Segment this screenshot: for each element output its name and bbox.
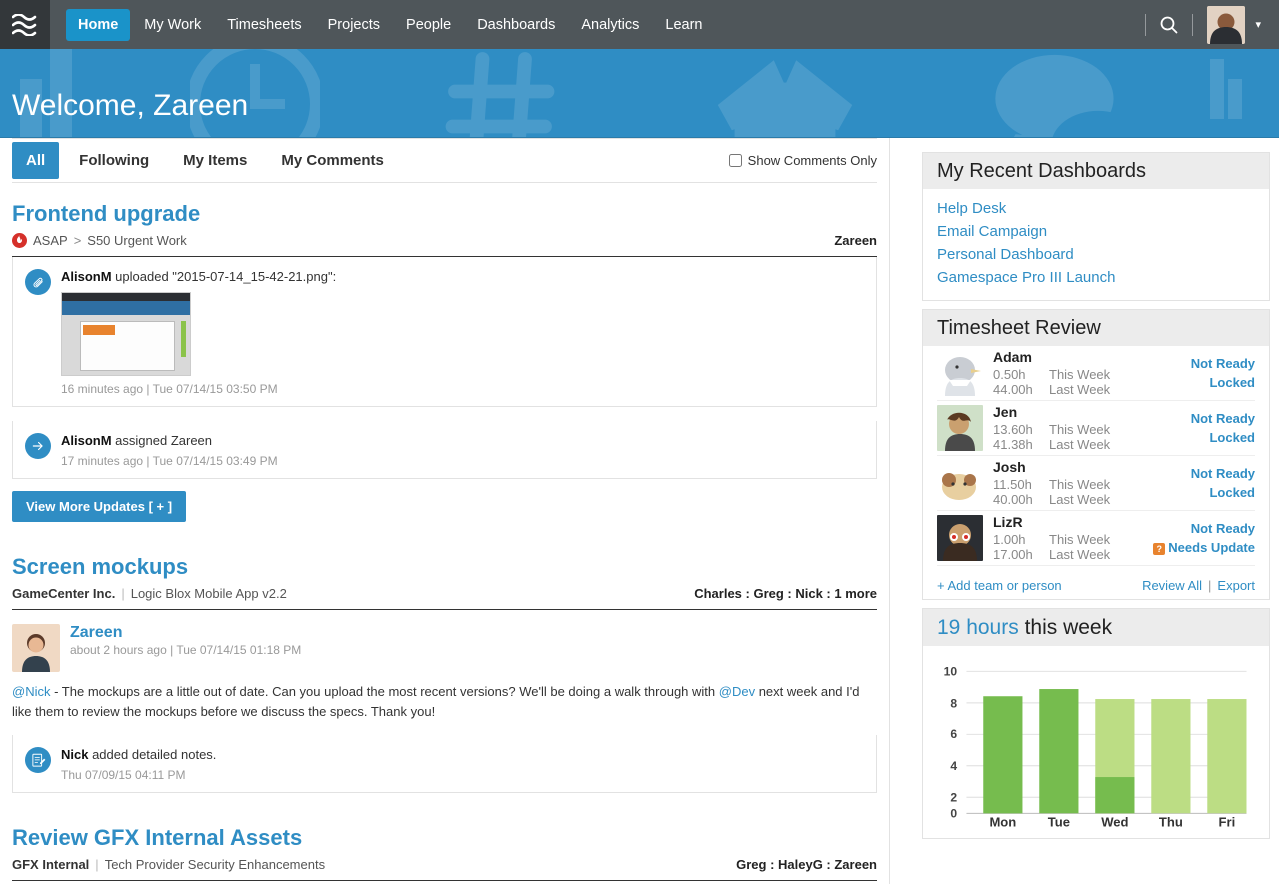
svg-text:Mon: Mon xyxy=(989,815,1016,829)
svg-text:2: 2 xyxy=(950,791,957,805)
svg-text:8: 8 xyxy=(950,697,957,711)
svg-text:10: 10 xyxy=(944,665,958,679)
svg-text:Thu: Thu xyxy=(1159,815,1183,829)
svg-text:0: 0 xyxy=(950,807,957,821)
svg-text:Tue: Tue xyxy=(1048,815,1070,829)
svg-text:Fri: Fri xyxy=(1219,815,1236,829)
svg-text:Wed: Wed xyxy=(1101,815,1128,829)
svg-text:4: 4 xyxy=(950,759,957,773)
svg-text:6: 6 xyxy=(950,727,957,741)
